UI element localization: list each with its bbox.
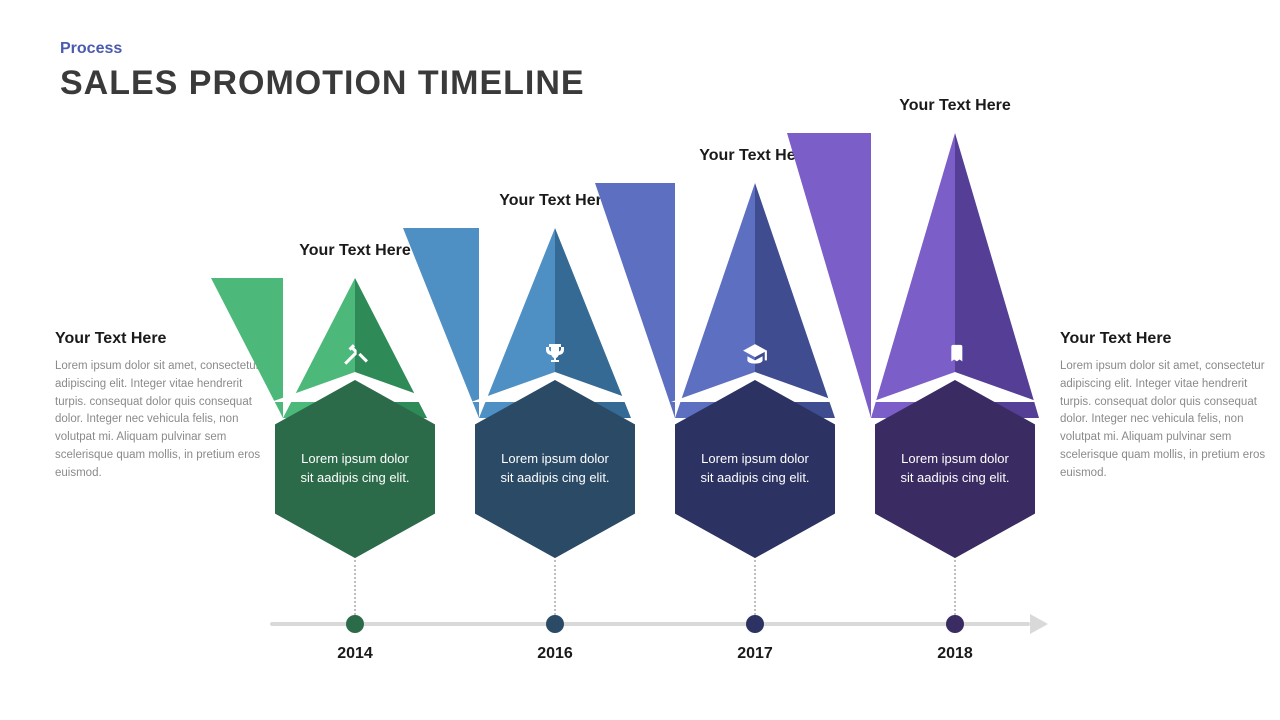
timeline-connector [554,560,556,615]
timeline-connector [754,560,756,615]
slide-title: SALES PROMOTION TIMELINE [60,64,585,103]
timeline-dot [946,615,964,633]
tools-icon [342,342,368,368]
timeline-dot [746,615,764,633]
timeline-dot [546,615,564,633]
timeline-hex-text: Lorem ipsum dolor sit aadipis cing elit. [897,450,1013,488]
timeline-year: 2016 [537,645,573,663]
timeline-axis-arrow [1030,614,1048,634]
timeline-year: 2018 [937,645,973,663]
timeline-dot [346,615,364,633]
timeline-connector [954,560,956,615]
timeline-connector [354,560,356,615]
timeline-spike-left [403,228,479,418]
side-right-body: Lorem ipsum dolor sit amet, consectetur … [1060,358,1270,483]
side-text-right: Your Text Here Lorem ipsum dolor sit ame… [1060,330,1270,483]
timeline-hex-text: Lorem ipsum dolor sit aadipis cing elit. [697,450,813,488]
timeline-top-label: Your Text Here [899,97,1010,115]
side-right-heading: Your Text Here [1060,330,1270,348]
trophy-icon [543,342,567,366]
timeline-spike-left [595,183,675,418]
timeline-top-label: Your Text Here [499,192,610,210]
kicker-text: Process [60,40,585,58]
timeline-spike-left [787,133,871,418]
book-icon [944,342,966,366]
timeline-top-label: Your Text Here [299,242,410,260]
timeline-hex-text: Lorem ipsum dolor sit aadipis cing elit. [497,450,613,488]
timeline-year: 2017 [737,645,773,663]
slide-header: Process SALES PROMOTION TIMELINE [60,40,585,103]
timeline-hex-text: Lorem ipsum dolor sit aadipis cing elit. [297,450,413,488]
grad-icon [742,342,768,368]
timeline-year: 2014 [337,645,373,663]
timeline-axis [270,622,1030,626]
